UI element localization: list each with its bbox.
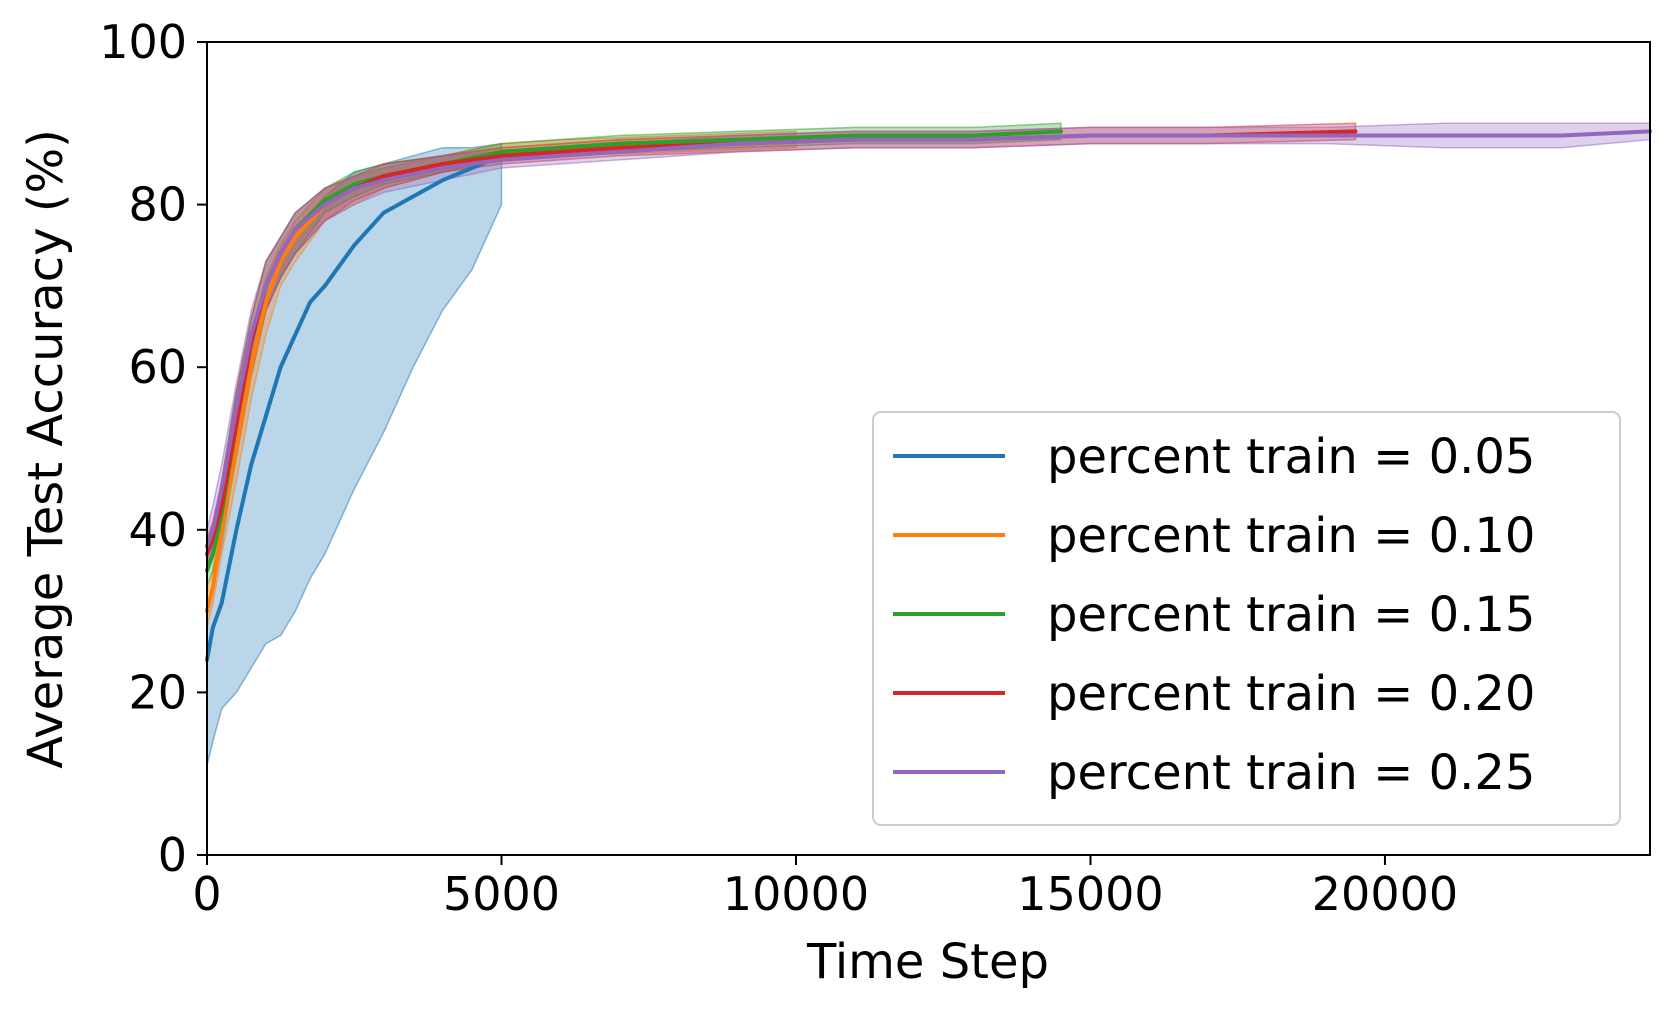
legend-box: [872, 411, 1621, 826]
x-tick-label: 20000: [1312, 867, 1458, 921]
legend-entries: percent train = 0.05 percent train = 0.10…: [893, 429, 1535, 801]
confidence-bands: [206, 122, 1651, 766]
x-tick-label: 0: [192, 867, 221, 921]
series-line-4: [205, 129, 1652, 549]
y-tick-label: 40: [128, 503, 187, 557]
legend-label-4: percent train = 0.25: [1047, 745, 1535, 801]
legend: percent train = 0.05 percent train = 0.10…: [872, 411, 1621, 826]
x-axis-title: Time Step: [806, 934, 1049, 990]
confidence-band-0: [206, 142, 503, 766]
y-tick-label: 20: [128, 665, 187, 719]
y-axis-title: Average Test Accuracy (%): [18, 129, 74, 769]
legend-label-1: percent train = 0.10: [1047, 508, 1535, 564]
x-axis-ticks: 0 5000 10000 15000 20000: [192, 855, 1458, 921]
plot-frame: [206, 41, 1651, 856]
legend-label-3: percent train = 0.20: [1047, 666, 1535, 722]
legend-label-0: percent train = 0.05: [1047, 429, 1535, 485]
series-line-0: [205, 153, 504, 662]
legend-label-2: percent train = 0.15: [1047, 587, 1535, 643]
x-tick-label: 15000: [1017, 867, 1163, 921]
series-lines: [205, 129, 1652, 662]
y-tick-label: 0: [158, 828, 187, 882]
x-tick-label: 10000: [723, 867, 869, 921]
y-axis-ticks: 0 20 40 60 80 100: [99, 15, 207, 882]
y-tick-label: 60: [128, 340, 187, 394]
y-tick-label: 80: [128, 178, 187, 232]
y-tick-label: 100: [99, 15, 187, 69]
confidence-band-1: [206, 130, 797, 628]
x-tick-label: 5000: [443, 867, 560, 921]
